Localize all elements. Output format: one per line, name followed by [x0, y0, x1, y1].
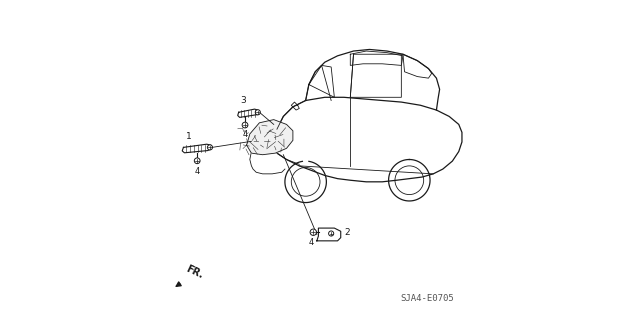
Circle shape [242, 122, 248, 128]
Circle shape [207, 145, 212, 150]
Polygon shape [182, 144, 212, 153]
Text: 4: 4 [243, 130, 248, 139]
Text: 1: 1 [186, 132, 192, 141]
Polygon shape [237, 109, 259, 117]
Text: 4: 4 [308, 238, 314, 247]
Text: SJA4-E0705: SJA4-E0705 [400, 294, 454, 303]
Polygon shape [246, 120, 293, 155]
Circle shape [195, 158, 200, 164]
Circle shape [255, 110, 260, 115]
Polygon shape [274, 97, 462, 182]
Circle shape [328, 231, 333, 236]
Text: 4: 4 [195, 167, 200, 175]
Text: 3: 3 [241, 96, 246, 105]
Polygon shape [317, 228, 340, 241]
Circle shape [310, 229, 317, 235]
Text: 2: 2 [344, 228, 349, 237]
Text: FR.: FR. [184, 264, 205, 281]
